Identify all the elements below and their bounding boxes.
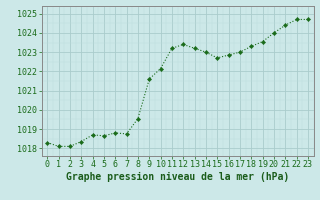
X-axis label: Graphe pression niveau de la mer (hPa): Graphe pression niveau de la mer (hPa) xyxy=(66,172,289,182)
